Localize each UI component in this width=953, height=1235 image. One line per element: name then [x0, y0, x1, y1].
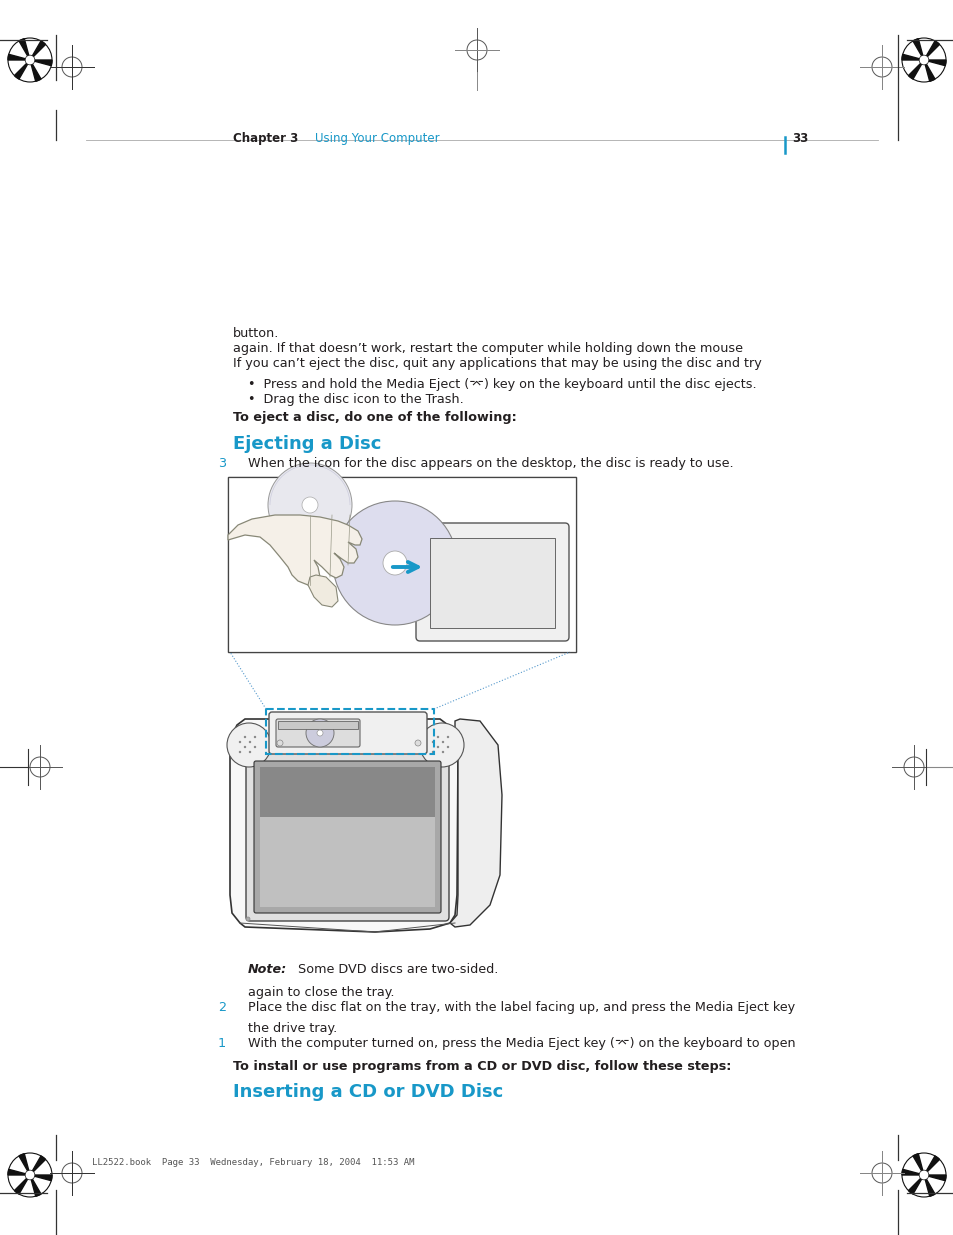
Circle shape	[316, 730, 323, 736]
Polygon shape	[30, 1174, 52, 1181]
Polygon shape	[30, 41, 46, 61]
Polygon shape	[19, 38, 30, 61]
Polygon shape	[923, 61, 945, 65]
Polygon shape	[450, 719, 501, 927]
Polygon shape	[30, 61, 52, 65]
Circle shape	[253, 746, 256, 748]
Polygon shape	[14, 1174, 30, 1194]
Text: •  Drag the disc icon to the Trash.: • Drag the disc icon to the Trash.	[248, 393, 463, 406]
Text: •  Press and hold the Media Eject (⌤) key on the keyboard until the disc ejects.: • Press and hold the Media Eject (⌤) key…	[248, 378, 756, 391]
Bar	[430, 538, 555, 629]
Text: If you can’t eject the disc, quit any applications that may be using the disc an: If you can’t eject the disc, quit any ap…	[233, 357, 760, 370]
FancyBboxPatch shape	[246, 753, 449, 921]
Polygon shape	[923, 1156, 939, 1174]
Text: To eject a disc, do one of the following:: To eject a disc, do one of the following…	[233, 411, 517, 424]
Polygon shape	[308, 576, 337, 606]
Bar	[277, 721, 357, 729]
Polygon shape	[907, 1174, 923, 1194]
Text: When the icon for the disc appears on the desktop, the disc is ready to use.: When the icon for the disc appears on th…	[248, 457, 733, 471]
Polygon shape	[14, 61, 30, 79]
Circle shape	[436, 736, 438, 739]
Polygon shape	[30, 1156, 46, 1174]
Text: LL2522.book  Page 33  Wednesday, February 18, 2004  11:53 AM: LL2522.book Page 33 Wednesday, February …	[91, 1158, 414, 1167]
Bar	[260, 818, 435, 906]
Circle shape	[446, 736, 449, 739]
Circle shape	[432, 741, 434, 743]
Circle shape	[918, 1170, 928, 1179]
Text: button.: button.	[233, 327, 279, 340]
Text: Note:: Note:	[248, 963, 287, 976]
Circle shape	[441, 751, 444, 753]
Circle shape	[306, 719, 334, 747]
Polygon shape	[923, 61, 934, 82]
Bar	[260, 767, 435, 818]
Text: 3: 3	[218, 457, 226, 471]
Polygon shape	[907, 61, 923, 79]
Circle shape	[436, 746, 438, 748]
Polygon shape	[19, 1153, 30, 1174]
Circle shape	[238, 741, 241, 743]
Polygon shape	[912, 38, 923, 61]
Circle shape	[302, 496, 317, 513]
Text: 1: 1	[218, 1037, 226, 1050]
Polygon shape	[30, 61, 41, 82]
Polygon shape	[8, 54, 30, 61]
Circle shape	[419, 722, 463, 767]
FancyBboxPatch shape	[269, 713, 427, 755]
Circle shape	[333, 501, 456, 625]
Polygon shape	[912, 1153, 923, 1174]
Circle shape	[249, 751, 251, 753]
Text: Some DVD discs are two-sided.: Some DVD discs are two-sided.	[290, 963, 497, 976]
Text: With the computer turned on, press the Media Eject key (⌤) on the keyboard to op: With the computer turned on, press the M…	[248, 1037, 795, 1050]
Circle shape	[415, 740, 420, 746]
Circle shape	[227, 722, 271, 767]
Polygon shape	[8, 1170, 30, 1174]
Circle shape	[244, 746, 246, 748]
Circle shape	[249, 741, 251, 743]
Bar	[228, 477, 576, 652]
Polygon shape	[30, 1174, 41, 1197]
Polygon shape	[923, 41, 939, 61]
FancyBboxPatch shape	[275, 719, 359, 747]
Circle shape	[268, 463, 352, 547]
Bar	[266, 709, 434, 755]
Polygon shape	[923, 1174, 945, 1181]
Text: Ejecting a Disc: Ejecting a Disc	[233, 435, 381, 453]
Circle shape	[446, 746, 449, 748]
Text: Place the disc flat on the tray, with the label facing up, and press the Media E: Place the disc flat on the tray, with th…	[248, 1002, 794, 1014]
Circle shape	[441, 741, 444, 743]
FancyBboxPatch shape	[416, 522, 568, 641]
Circle shape	[253, 736, 256, 739]
Circle shape	[25, 1170, 35, 1179]
Bar	[228, 477, 576, 652]
Text: To install or use programs from a CD or DVD disc, follow these steps:: To install or use programs from a CD or …	[233, 1060, 731, 1073]
Text: Using Your Computer: Using Your Computer	[314, 132, 439, 144]
Text: Chapter 3: Chapter 3	[233, 132, 298, 144]
FancyBboxPatch shape	[253, 761, 440, 913]
Circle shape	[382, 551, 407, 576]
Circle shape	[244, 736, 246, 739]
Text: 33: 33	[791, 132, 807, 144]
Text: the drive tray.: the drive tray.	[248, 1023, 337, 1035]
Circle shape	[918, 56, 928, 65]
Polygon shape	[923, 1174, 934, 1197]
Text: Inserting a CD or DVD Disc: Inserting a CD or DVD Disc	[233, 1083, 503, 1100]
Circle shape	[276, 740, 283, 746]
Circle shape	[25, 56, 35, 65]
Circle shape	[246, 918, 250, 921]
Polygon shape	[901, 54, 923, 61]
Text: again. If that doesn’t work, restart the computer while holding down the mouse: again. If that doesn’t work, restart the…	[233, 342, 742, 354]
Text: 2: 2	[218, 1002, 226, 1014]
Text: again to close the tray.: again to close the tray.	[248, 986, 395, 999]
Circle shape	[238, 751, 241, 753]
Polygon shape	[230, 719, 457, 932]
Circle shape	[432, 751, 434, 753]
Polygon shape	[228, 515, 361, 585]
Polygon shape	[901, 1170, 923, 1174]
